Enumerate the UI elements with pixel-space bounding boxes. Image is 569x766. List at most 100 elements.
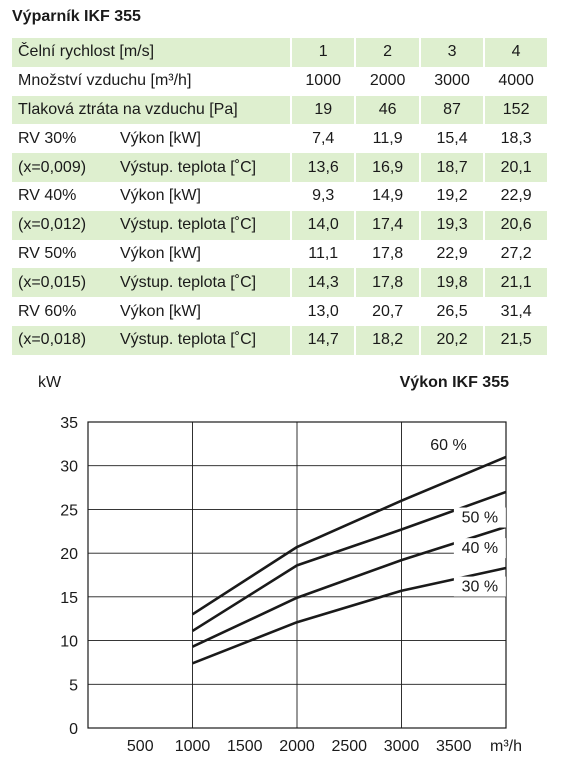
table-cell: 19,8	[418, 268, 485, 298]
table-cell: 13,6	[289, 153, 356, 182]
chart-title: Výkon IKF 355	[399, 374, 509, 391]
table-row: (x=0,018) Výstup. teplota [˚C] 14,7 18,2 20,…	[12, 325, 547, 355]
table-row: RV 60% Výkon [kW] 13,0 20,7 26,5 31,4	[12, 297, 547, 326]
x-tick-label: 3500	[436, 738, 472, 755]
row-label: Množství vzduchu [m³/h]	[18, 72, 192, 90]
row-label: RV 50%	[18, 244, 77, 262]
table-row: Tlaková ztráta na vzduchu [Pa] 19 46 87 152	[12, 95, 547, 125]
table-row: Čelní rychlost [m/s] 1 2 3 4	[12, 38, 547, 67]
x-axis-ticks: 500 1000 1500 2000 2500 3000 3500 m³/h	[127, 738, 522, 755]
series-labels: 60 % 50 % 40 % 30 %	[422, 434, 506, 597]
table-cell: 14,7	[289, 325, 356, 355]
series-label: 50 %	[462, 510, 498, 527]
x-tick-label: 3000	[384, 738, 420, 755]
table-cell: 14,3	[289, 268, 356, 298]
row-label: Tlaková ztráta na vzduchu [Pa]	[12, 95, 291, 125]
table-cell: 18,7	[418, 153, 485, 182]
table-row: Množství vzduchu [m³/h] 1000 2000 3000 4000	[12, 66, 547, 96]
table-cell: 20,1	[483, 153, 547, 182]
row-label: (x=0,015)	[12, 268, 114, 298]
row-sublabel: Výstup. teplota [˚C]	[114, 210, 291, 240]
y-tick-label: 5	[69, 677, 78, 694]
chart-grid	[88, 422, 506, 728]
table-cell: 20,6	[483, 210, 547, 240]
y-tick-label: 10	[60, 634, 78, 651]
x-tick-label: 2500	[331, 738, 367, 755]
series-label: 40 %	[462, 540, 498, 557]
table-cell: 16,9	[354, 153, 420, 182]
row-sublabel: Výstup. teplota [˚C]	[114, 153, 291, 182]
table-cell: 18,2	[354, 325, 420, 355]
row-label: (x=0,012)	[12, 210, 114, 240]
series-label-background	[453, 576, 506, 597]
table-cell: 152	[483, 95, 547, 125]
table-row: RV 40% Výkon [kW] 9,3 14,9 19,2 22,9	[12, 181, 547, 211]
table-cell: 17,8	[354, 239, 420, 269]
series-label-background	[422, 434, 475, 455]
table-cell: 22,9	[418, 239, 485, 269]
table-cell: 11,1	[289, 239, 356, 269]
series-label-background	[453, 507, 506, 528]
table-cell: 13,0	[289, 297, 356, 326]
table-cell: 21,5	[483, 325, 547, 355]
table-cell: 4000	[483, 66, 547, 96]
table-cell: 27,2	[483, 239, 547, 269]
x-axis-unit-label: m³/h	[490, 738, 522, 755]
y-tick-label: 30	[60, 459, 78, 476]
performance-chart: 0 5 10 15 20 25 30 35 500 1000 1500 2000 2500 3000 35…	[60, 415, 522, 755]
table-cell: 3000	[418, 66, 485, 96]
y-tick-label: 15	[60, 590, 78, 607]
table-cell: 19,2	[418, 181, 485, 211]
row-label: RV 60%	[18, 302, 77, 320]
table-row: RV 50% Výkon [kW] 11,1 17,8 22,9 27,2	[12, 239, 547, 269]
y-axis-ticks: 0 5 10 15 20 25 30 35	[60, 415, 78, 738]
series-label: 60 %	[430, 437, 466, 454]
table-cell: 4	[483, 38, 547, 67]
table-row: (x=0,009) Výstup. teplota [˚C] 13,6 16,9 18,…	[12, 153, 547, 182]
series-line	[191, 525, 507, 648]
row-sublabel: Výstup. teplota [˚C]	[114, 268, 291, 298]
series-line	[191, 490, 507, 633]
x-tick-label: 1500	[227, 738, 263, 755]
series-label: 30 %	[462, 579, 498, 596]
row-sublabel: Výstup. teplota [˚C]	[114, 325, 291, 355]
series-label-background	[453, 538, 506, 559]
table-row: (x=0,015) Výstup. teplota [˚C] 14,3 17,8 19,…	[12, 268, 547, 298]
row-label: RV 30%	[18, 129, 77, 147]
table-cell: 18,3	[483, 124, 547, 154]
row-sublabel: Výkon [kW]	[120, 187, 201, 205]
row-label: Čelní rychlost [m/s]	[12, 38, 291, 67]
evaporator-title: Výparník IKF 355	[12, 8, 141, 25]
table-cell: 31,4	[483, 297, 547, 326]
table-cell: 87	[418, 95, 485, 125]
table-cell: 2	[354, 38, 420, 67]
table-cell: 9,3	[289, 181, 356, 211]
table-cell: 3	[418, 38, 485, 67]
y-tick-label: 35	[60, 415, 78, 432]
series-line	[192, 566, 507, 665]
row-sublabel: Výkon [kW]	[120, 129, 201, 147]
table-cell: 7,4	[289, 124, 356, 154]
table-cell: 19	[289, 95, 356, 125]
x-tick-label: 2000	[279, 738, 315, 755]
table-cell: 11,9	[354, 124, 420, 154]
row-sublabel: Výkon [kW]	[120, 244, 201, 262]
y-tick-label: 25	[60, 502, 78, 519]
table-cell: 46	[354, 95, 420, 125]
table-cell: 14,0	[289, 210, 356, 240]
table-cell: 1	[289, 38, 356, 67]
series-line	[191, 455, 507, 616]
plot-frame	[87, 421, 507, 729]
row-sublabel: Výkon [kW]	[120, 302, 201, 320]
row-label: RV 40%	[18, 187, 77, 205]
table-cell: 1000	[289, 66, 356, 96]
x-tick-label: 1000	[175, 738, 211, 755]
y-tick-label: 20	[60, 546, 78, 563]
y-axis-unit-label: kW	[38, 374, 62, 391]
table-cell: 17,4	[354, 210, 420, 240]
table-cell: 19,3	[418, 210, 485, 240]
table-cell: 22,9	[483, 181, 547, 211]
table-row: RV 30% Výkon [kW] 7,4 11,9 15,4 18,3	[12, 124, 547, 154]
row-label: (x=0,018)	[12, 325, 114, 355]
table-cell: 2000	[354, 66, 420, 96]
